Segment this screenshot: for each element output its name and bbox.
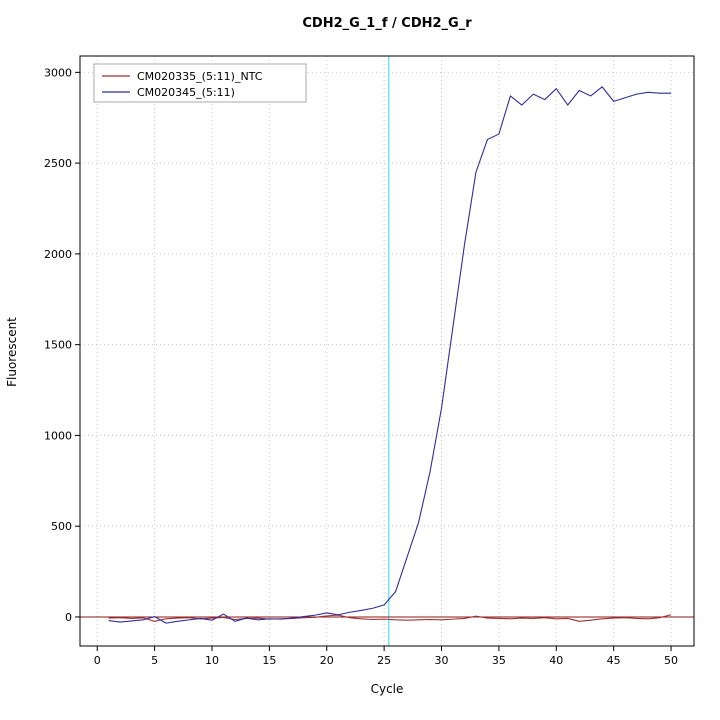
series-line-0 (108, 614, 672, 622)
x-tick-label: 35 (492, 654, 506, 667)
series-line-1 (108, 86, 672, 624)
legend-label: CM020345_(5:11) (137, 86, 235, 99)
y-tick-label: 2500 (44, 157, 72, 170)
x-tick-label: 40 (549, 654, 563, 667)
y-tick-label: 500 (51, 520, 72, 533)
x-tick-label: 50 (664, 654, 678, 667)
plot-border (79, 55, 695, 647)
x-tick-label: 0 (94, 654, 101, 667)
y-tick-label: 0 (65, 611, 72, 624)
chart-title: CDH2_G_1_f / CDH2_G_r (302, 16, 472, 31)
x-tick-label: 45 (607, 654, 621, 667)
x-axis-label: Cycle (370, 682, 404, 696)
y-tick-label: 2000 (44, 248, 72, 261)
x-tick-label: 25 (377, 654, 391, 667)
legend-label: CM020335_(5:11)_NTC (137, 70, 263, 83)
legend-box (93, 63, 307, 103)
x-tick-label: 30 (435, 654, 449, 667)
x-tick-label: 15 (262, 654, 276, 667)
x-tick-label: 5 (151, 654, 158, 667)
y-tick-label: 1000 (44, 429, 72, 442)
y-tick-label: 3000 (44, 66, 72, 79)
x-tick-label: 20 (320, 654, 334, 667)
x-tick-label: 10 (205, 654, 219, 667)
y-tick-label: 1500 (44, 339, 72, 352)
